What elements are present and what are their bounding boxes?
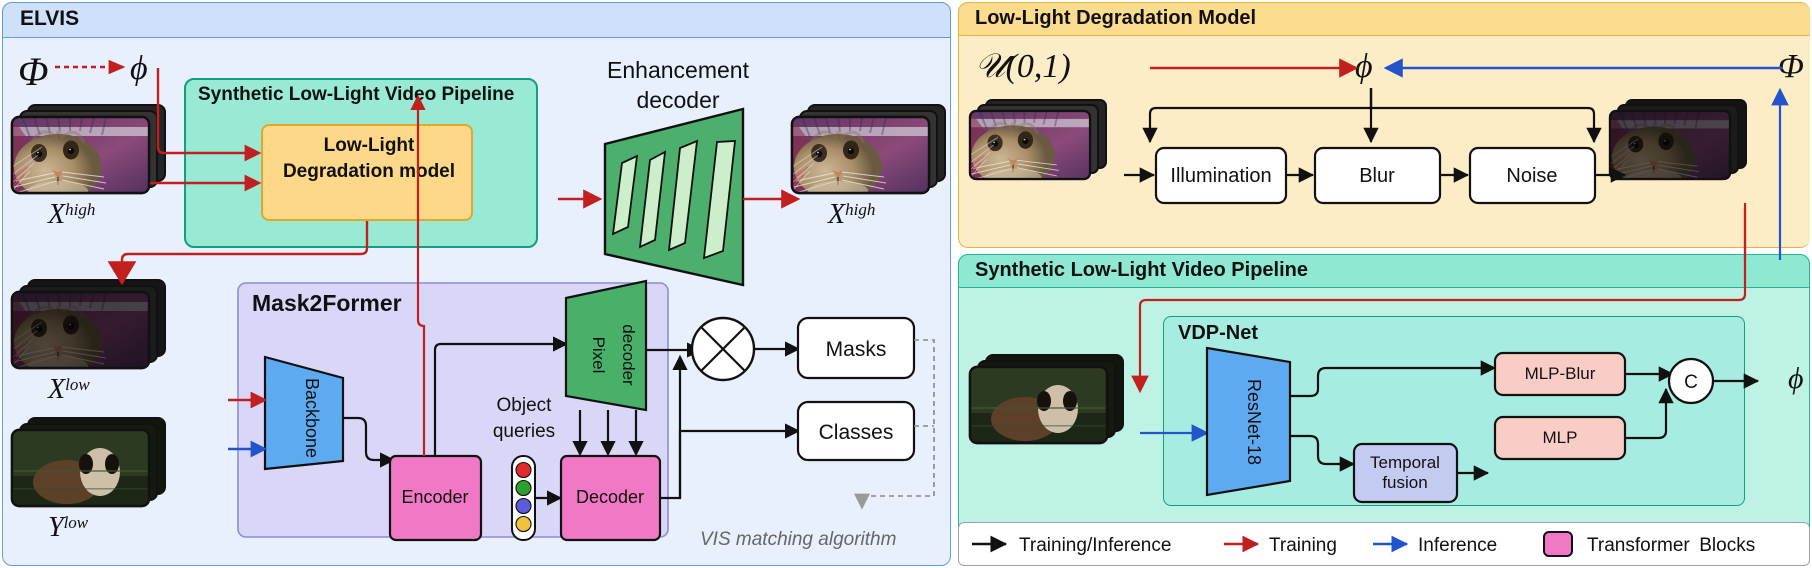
svg-text:MLP-Blur: MLP-Blur (1525, 364, 1596, 383)
svg-text:ResNet-18: ResNet-18 (1244, 379, 1264, 465)
svg-text:Encoder: Encoder (401, 487, 468, 507)
svg-text:Illumination: Illumination (1170, 165, 1271, 187)
svg-text:Masks: Masks (826, 338, 887, 361)
svg-text:Mask2Former: Mask2Former (252, 290, 402, 316)
svg-text:fusion: fusion (1382, 473, 1427, 492)
svg-text:Backbone: Backbone (302, 378, 322, 458)
svg-text:Noise: Noise (1506, 165, 1557, 187)
svg-text:Blur: Blur (1359, 165, 1395, 187)
svg-text:VIS matching algorithm: VIS matching algorithm (700, 529, 896, 550)
svg-text:Inference: Inference (1418, 535, 1497, 556)
svg-text:Training/Inference: Training/Inference (1019, 535, 1171, 556)
svg-text:C: C (1684, 372, 1698, 393)
svg-text:queries: queries (493, 421, 555, 442)
svg-text:Pixel: Pixel (589, 337, 608, 374)
svg-text:Decoder: Decoder (576, 487, 644, 507)
svg-text:Object: Object (497, 395, 553, 416)
svg-text:MLP: MLP (1543, 428, 1578, 447)
svg-text:Classes: Classes (819, 421, 894, 444)
svg-text:decoder: decoder (619, 324, 638, 386)
svg-text:Temporal: Temporal (1370, 453, 1440, 472)
svg-text:Transformer Blocks: Transformer Blocks (1587, 535, 1755, 556)
svg-text:Training: Training (1269, 535, 1337, 556)
